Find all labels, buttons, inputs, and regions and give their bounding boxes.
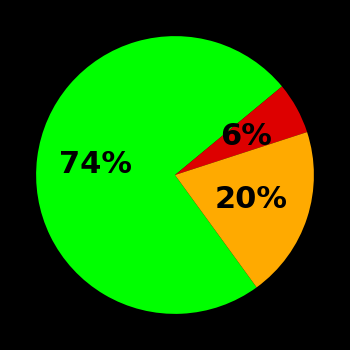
Text: 74%: 74% bbox=[58, 150, 132, 180]
Wedge shape bbox=[175, 86, 307, 175]
Text: 20%: 20% bbox=[215, 186, 288, 215]
Wedge shape bbox=[36, 36, 282, 314]
Wedge shape bbox=[175, 132, 314, 287]
Text: 6%: 6% bbox=[220, 122, 272, 151]
